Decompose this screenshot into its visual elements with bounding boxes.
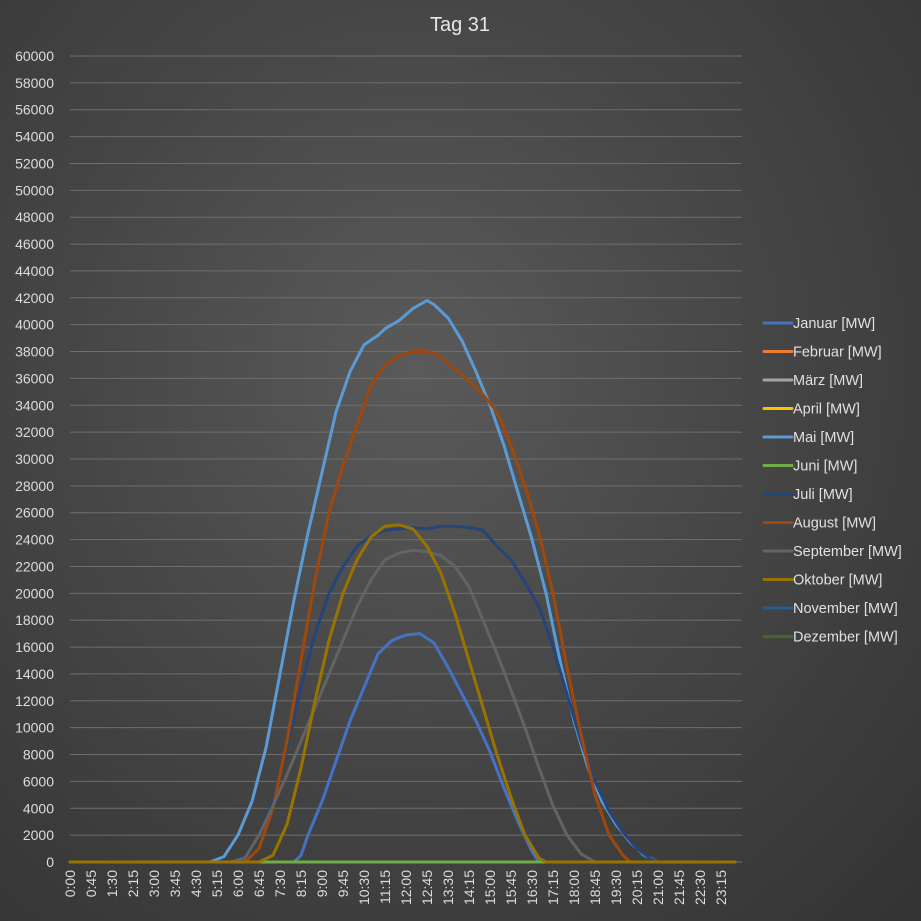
series-lines (68, 299, 737, 864)
x-tick-label: 14:15 (461, 870, 477, 905)
y-tick-label: 38000 (15, 344, 54, 360)
y-tick-label: 28000 (15, 478, 54, 494)
y-tick-label: 44000 (15, 263, 54, 279)
y-tick-label: 12000 (15, 693, 54, 709)
y-tick-label: 6000 (23, 773, 54, 789)
y-tick-label: 18000 (15, 612, 54, 628)
y-tick-label: 0 (46, 854, 54, 870)
grid (70, 55, 742, 863)
series-line-5 (68, 299, 737, 864)
legend-label: August [MW] (793, 516, 876, 532)
y-tick-label: 10000 (15, 720, 54, 736)
y-tick-label: 32000 (15, 424, 54, 440)
x-tick-label: 10:30 (356, 870, 372, 905)
y-tick-label: 50000 (15, 182, 54, 198)
y-tick-label: 34000 (15, 397, 54, 413)
y-tick-label: 42000 (15, 290, 54, 306)
x-tick-label: 12:00 (398, 870, 414, 905)
y-tick-label: 56000 (15, 102, 54, 118)
y-tick-label: 46000 (15, 236, 54, 252)
y-tick-label: 30000 (15, 451, 54, 467)
x-tick-label: 23:15 (713, 870, 729, 905)
y-tick-label: 26000 (15, 505, 54, 521)
x-tick-label: 15:45 (503, 870, 519, 905)
y-tick-label: 24000 (15, 532, 54, 548)
y-tick-label: 54000 (15, 129, 54, 145)
x-tick-label: 19:30 (608, 870, 624, 905)
chart-title: Tag 31 (430, 14, 490, 36)
legend: Januar [MW] Februar [MW] März [MW] April [M… (762, 316, 902, 646)
y-tick-label: 14000 (15, 666, 54, 682)
y-tick-label: 40000 (15, 317, 54, 333)
series-line-9 (68, 548, 737, 864)
x-tick-label: 3:00 (146, 870, 162, 897)
y-tick-label: 36000 (15, 370, 54, 386)
x-tick-label: 0:45 (83, 870, 99, 897)
legend-label: Januar [MW] (793, 316, 875, 332)
x-tick-label: 11:15 (377, 870, 393, 904)
x-tick-label: 18:00 (566, 870, 582, 905)
legend-label: September [MW] (793, 544, 902, 560)
x-tick-label: 12:45 (419, 870, 435, 905)
y-tick-label: 2000 (23, 827, 54, 843)
y-tick-label: 58000 (15, 75, 54, 91)
x-tick-label: 5:15 (209, 870, 225, 897)
x-tick-label: 6:00 (230, 870, 246, 897)
x-tick-label: 4:30 (188, 870, 204, 897)
x-tick-label: 9:00 (314, 870, 330, 897)
x-tick-label: 3:45 (167, 870, 183, 897)
series-line-1 (68, 632, 737, 864)
x-tick-label: 18:45 (587, 870, 603, 905)
y-tick-label: 16000 (15, 639, 54, 655)
series-line-8 (68, 350, 737, 864)
y-tick-label: 22000 (15, 558, 54, 574)
x-tick-label: 13:30 (440, 870, 456, 905)
y-tick-label: 60000 (15, 48, 54, 64)
legend-label: Juni [MW] (793, 459, 857, 475)
x-tick-label: 2:15 (125, 870, 141, 897)
legend-label: März [MW] (793, 373, 863, 389)
legend-label: Februar [MW] (793, 345, 882, 361)
x-tick-label: 9:45 (335, 870, 351, 897)
series-line-10 (68, 523, 737, 864)
x-tick-label: 0:00 (62, 870, 78, 897)
x-tick-label: 21:00 (650, 870, 666, 905)
y-tick-label: 4000 (23, 800, 54, 816)
x-tick-label: 15:00 (482, 870, 498, 905)
x-tick-label: 16:30 (524, 870, 540, 905)
x-axis: 0:00 0:45 1:30 2:15 3:00 3:45 4:30 5:15 6:00 6:45… (62, 870, 729, 905)
legend-label: Juli [MW] (793, 487, 853, 503)
x-tick-label: 21:45 (671, 870, 687, 905)
legend-label: November [MW] (793, 601, 898, 617)
legend-label: Dezember [MW] (793, 630, 898, 646)
legend-label: April [MW] (793, 402, 860, 418)
x-tick-label: 1:30 (104, 870, 120, 897)
y-tick-label: 48000 (15, 209, 54, 225)
y-tick-label: 8000 (23, 747, 54, 763)
x-tick-label: 22:30 (692, 870, 708, 905)
legend-label: Mai [MW] (793, 430, 854, 446)
x-tick-label: 6:45 (251, 870, 267, 897)
x-tick-label: 8:15 (293, 870, 309, 897)
x-tick-label: 20:15 (629, 870, 645, 905)
y-axis: 0 2000 4000 6000 8000 10000 12000 14000 16000 180… (15, 48, 54, 870)
legend-label: Oktober [MW] (793, 573, 882, 589)
x-tick-label: 17:15 (545, 870, 561, 905)
x-tick-label: 7:30 (272, 870, 288, 897)
y-tick-label: 20000 (15, 585, 54, 601)
series-line-7 (68, 524, 737, 864)
y-tick-label: 52000 (15, 155, 54, 171)
